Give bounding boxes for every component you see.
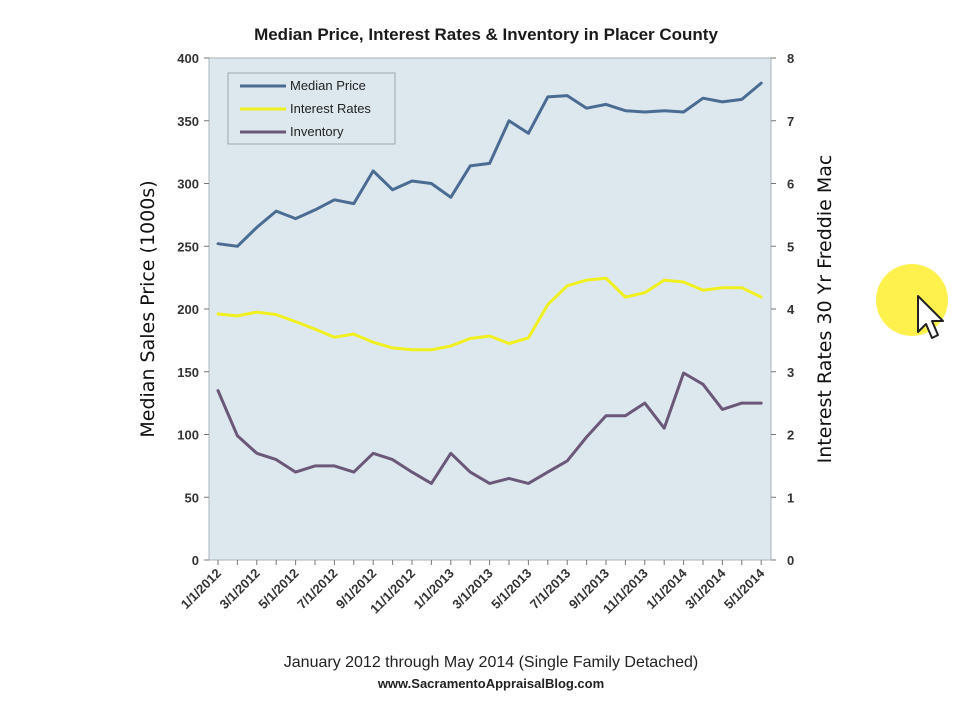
x-axis-label: January 2012 through May 2014 (Single Fa… xyxy=(284,654,698,671)
chart-title: Median Price, Interest Rates & Inventory… xyxy=(254,25,718,44)
series-line-inventory xyxy=(216,371,763,485)
left-tick-label: 300 xyxy=(177,177,199,192)
left-tick-label: 400 xyxy=(177,51,199,66)
legend: Median Price Interest Rates Inventory xyxy=(227,72,396,145)
legend-label-inventory: Inventory xyxy=(290,124,344,139)
right-tick-label: 0 xyxy=(787,553,794,568)
right-tick-label: 8 xyxy=(787,51,794,66)
legend-label-median-price: Median Price xyxy=(290,78,366,93)
x-tick-label: 3/1/2012 xyxy=(217,566,263,612)
x-tick-label: 5/1/2013 xyxy=(488,566,534,612)
cursor-highlight xyxy=(876,264,948,339)
x-axis-ticks: 1/1/20123/1/20125/1/20127/1/20129/1/2012… xyxy=(178,560,768,617)
right-tick-label: 1 xyxy=(787,490,794,505)
right-tick-label: 4 xyxy=(787,302,795,317)
x-tick-label: 5/1/2014 xyxy=(721,565,768,612)
right-axis-label: Interest Rates 30 Yr Freddie Mac xyxy=(814,155,836,464)
series-line-median-price xyxy=(216,81,763,248)
right-tick-label: 5 xyxy=(787,239,794,254)
right-tick-label: 2 xyxy=(787,428,794,443)
left-axis-ticks: 0 50 100 150 200 250 300 350 400 xyxy=(177,51,209,568)
right-tick-label: 7 xyxy=(787,114,794,129)
x-tick-label: 3/1/2013 xyxy=(449,566,495,612)
legend-label-interest-rates: Interest Rates xyxy=(290,101,371,116)
series-line-interest-rates xyxy=(216,276,763,352)
left-tick-label: 250 xyxy=(177,239,199,254)
right-tick-label: 6 xyxy=(787,177,794,192)
x-tick-label: 7/1/2013 xyxy=(527,566,573,612)
x-tick-label: 3/1/2014 xyxy=(682,565,729,612)
left-tick-label: 50 xyxy=(185,490,199,505)
source-url: www.SacramentoAppraisalBlog.com xyxy=(377,676,604,691)
x-tick-label: 1/1/2013 xyxy=(411,566,457,612)
right-axis-ticks: 0 1 2 3 4 5 6 7 8 xyxy=(771,51,795,568)
x-tick-label: 7/1/2012 xyxy=(294,566,340,612)
right-tick-label: 3 xyxy=(787,365,794,380)
mouse-pointer-icon xyxy=(917,295,944,339)
left-axis-label: Median Sales Price (1000s) xyxy=(137,180,159,437)
x-tick-label: 1/1/2012 xyxy=(178,566,224,612)
left-tick-label: 150 xyxy=(177,365,199,380)
left-tick-label: 200 xyxy=(177,302,199,317)
series-lines xyxy=(216,81,763,485)
left-tick-label: 350 xyxy=(177,114,199,129)
left-tick-label: 100 xyxy=(177,428,199,443)
left-tick-label: 0 xyxy=(192,553,199,568)
cursor-highlight-circle xyxy=(876,264,948,336)
x-tick-label: 1/1/2014 xyxy=(643,565,690,612)
x-tick-label: 5/1/2012 xyxy=(255,566,301,612)
